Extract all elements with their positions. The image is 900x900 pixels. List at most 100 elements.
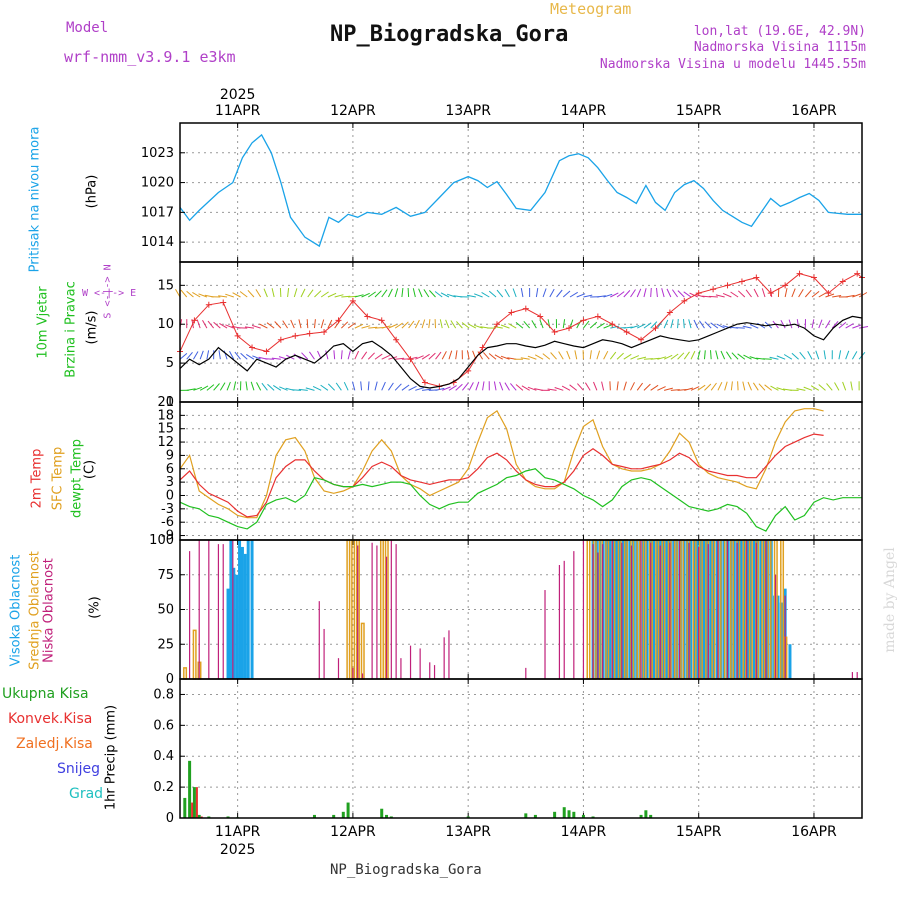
wind-arrow (306, 319, 309, 329)
wind-arrow (247, 289, 255, 298)
wind-speed-line (179, 315, 863, 389)
wind-arrow (423, 289, 430, 298)
wind-arrow (381, 289, 388, 298)
high-cloud-bar (665, 540, 669, 679)
wind-arrow (421, 353, 430, 360)
y-tick-label: 0 (166, 672, 174, 687)
wind-arrow (831, 320, 839, 329)
wind-compass-we: W <-|-> E (82, 288, 137, 299)
wind-arrow (225, 293, 234, 298)
wind-arrow (683, 291, 692, 298)
wind-arrow (193, 386, 203, 391)
wind-arrow (784, 288, 788, 298)
wind-arrow (244, 326, 255, 329)
wind-arrow (520, 357, 530, 360)
wind-arrow (499, 381, 504, 391)
wind-arrow (783, 354, 793, 360)
wind-arrow (550, 352, 557, 360)
y-tick-label: 6 (166, 462, 174, 477)
legend-freezing-rain: Zaledj.Kisa (16, 736, 93, 752)
high-cloud-bar (788, 644, 792, 679)
gust-marker (695, 290, 702, 297)
high-cloud-bar (732, 540, 736, 679)
wind-arrow (343, 381, 349, 391)
high-cloud-bar (695, 540, 699, 679)
high-cloud-bar (752, 540, 756, 679)
high-cloud-bar (739, 540, 743, 679)
wind-arrow (206, 350, 210, 360)
gust-marker (666, 309, 673, 316)
wind-arrow (834, 382, 840, 391)
wind-arrow (415, 355, 424, 360)
y-tick-label: 15 (157, 278, 174, 293)
wind-arrow (445, 319, 450, 329)
wind-arrow (256, 382, 262, 391)
wind-arrow (261, 382, 268, 391)
wind-arrow (677, 352, 685, 360)
wind-arrow (341, 321, 349, 329)
wind-arrow (347, 322, 356, 329)
wind-arrow (804, 289, 812, 298)
y-tick-label: -3 (161, 502, 174, 517)
wind-arrow (650, 384, 659, 391)
gust-marker (810, 274, 817, 281)
wind-arrow (354, 323, 364, 329)
total-precip-bar (389, 816, 393, 818)
wind-arrow (677, 319, 679, 329)
wind-arrow (298, 388, 308, 391)
wind-arrow (764, 384, 773, 391)
wind-arrow (327, 292, 337, 298)
y-tick-label: 0.2 (153, 780, 174, 795)
wind-arrow (697, 350, 701, 360)
gust-marker (292, 332, 299, 339)
y-tick-label: 1014 (141, 235, 174, 250)
wind-arrow (515, 384, 524, 391)
wind-arrow (450, 320, 457, 329)
wind-arrow (630, 355, 640, 360)
high-cloud-bar (749, 540, 753, 679)
wind-arrow (412, 288, 416, 298)
y-tick-label: 1020 (141, 176, 174, 191)
wind-arrow (435, 351, 442, 360)
wind-arrow (367, 381, 370, 391)
high-cloud-bar (652, 540, 656, 679)
wind-arrow (589, 350, 592, 360)
wind-arrow (720, 350, 726, 360)
wind-arrow (542, 353, 551, 360)
wind-arrow (193, 351, 199, 360)
wind-arrow (657, 356, 667, 360)
wind-arrow (725, 351, 732, 360)
high-cloud-bar (615, 540, 619, 679)
wind-arrow (810, 385, 820, 391)
gust-marker (652, 325, 659, 332)
total-precip-bar (567, 810, 571, 818)
high-cloud-bar (243, 553, 247, 679)
wind-arrow (693, 319, 699, 329)
gust-marker (594, 313, 601, 320)
wind-arrow (434, 291, 443, 298)
wind-arrow (327, 383, 336, 391)
wind-arrow (663, 354, 673, 360)
wind-arrow (245, 381, 248, 391)
legend-convective-rain: Konvek.Kisa (8, 711, 93, 727)
wind-arrow (616, 381, 619, 391)
high-cloud-bar (235, 574, 239, 679)
wind-arrow (415, 387, 425, 391)
wind-arrow (279, 386, 288, 391)
wind-arrow (300, 288, 306, 298)
wind-arrow (510, 383, 517, 391)
total-precip-bar (649, 814, 653, 818)
wind-arrow (742, 325, 752, 329)
wind-arrow (290, 319, 295, 329)
gust-marker (234, 332, 241, 339)
wind-arrow (623, 353, 632, 360)
wind-arrow (282, 320, 289, 329)
wind-arrow (852, 324, 862, 329)
y-tick-label: 5 (166, 356, 174, 371)
gust-marker (249, 344, 256, 351)
wind-arrow (637, 356, 647, 360)
wind-arrow (233, 381, 237, 391)
wind-arrow (663, 319, 669, 329)
wind-arrow (354, 294, 364, 298)
